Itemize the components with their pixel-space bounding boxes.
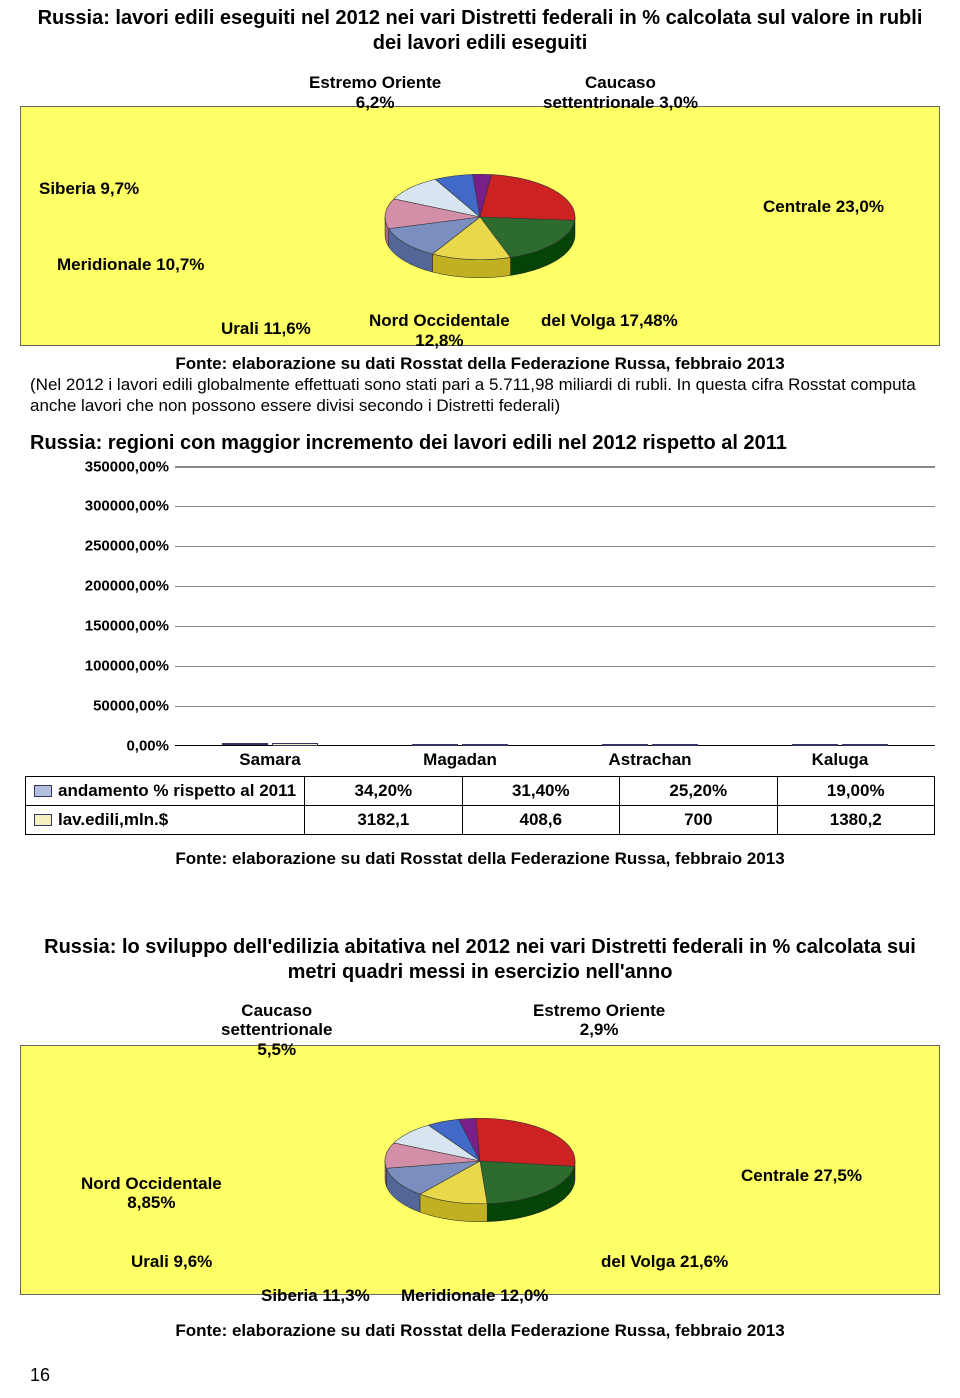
pie-slice-label: del Volga 21,6% xyxy=(601,1252,728,1272)
pie-slice-label: Estremo Oriente 6,2% xyxy=(309,73,441,112)
section2-title: Russia: regioni con maggior incremento d… xyxy=(0,417,960,460)
bar-xlabel: Magadan xyxy=(365,750,555,770)
bar-chart-xlabels: SamaraMagadanAstrachanKaluga xyxy=(175,750,935,770)
bar xyxy=(462,744,508,746)
bar-xlabel: Samara xyxy=(175,750,365,770)
bar xyxy=(272,743,318,746)
bar-ytick-label: 50000,00% xyxy=(93,697,175,714)
bar-chart-plot: 0,00%50000,00%100000,00%150000,00%200000… xyxy=(175,466,935,746)
legend-cell: 19,00% xyxy=(777,776,935,805)
pie-chart-1-box: Siberia 9,7%Estremo Oriente 6,2%Caucaso … xyxy=(20,106,940,346)
pie-slice-label: Nord Occidentale 8,85% xyxy=(81,1174,222,1213)
pie-slice-label: Siberia 11,3% xyxy=(261,1286,370,1306)
pie-slice-label: Meridionale 12,0% xyxy=(401,1286,548,1306)
pie-slice-label: Meridionale 10,7% xyxy=(57,255,204,275)
section3-title: Russia: lo sviluppo dell'edilizia abitat… xyxy=(0,929,960,989)
pie-slice-label: Urali 9,6% xyxy=(131,1252,212,1272)
legend-cell: 408,6 xyxy=(462,805,619,834)
bar xyxy=(222,743,268,745)
legend-cell: 31,40% xyxy=(462,776,619,805)
pie-slice-label: Urali 11,6% xyxy=(221,319,311,339)
bar-ytick-label: 350000,00% xyxy=(85,458,175,475)
legend-cell: 25,20% xyxy=(620,776,777,805)
legend-cell: 1380,2 xyxy=(777,805,935,834)
pie-slice-label: Centrale 23,0% xyxy=(763,197,884,217)
legend-cell: 34,20% xyxy=(305,776,462,805)
bar-ytick-label: 300000,00% xyxy=(85,498,175,515)
bar-chart-legend-table: andamento % rispetto al 201134,20%31,40%… xyxy=(25,776,935,835)
bar-xlabel: Astrachan xyxy=(555,750,745,770)
legend-cell: 3182,1 xyxy=(305,805,462,834)
bar xyxy=(842,744,888,746)
pie-slice-label: del Volga 17,48% xyxy=(541,311,678,331)
bar-ytick-label: 200000,00% xyxy=(85,578,175,595)
pie-chart-2-box: Nord Occidentale 8,85%Caucaso settentrio… xyxy=(20,1045,940,1295)
legend-cell: 700 xyxy=(620,805,777,834)
bar-ytick-label: 0,00% xyxy=(126,737,175,754)
bar xyxy=(602,744,648,746)
bar-ytick-label: 250000,00% xyxy=(85,538,175,555)
bar xyxy=(792,744,838,746)
legend-series-name: andamento % rispetto al 2011 xyxy=(26,776,305,805)
bar xyxy=(412,744,458,746)
pie-chart-1 xyxy=(375,164,585,288)
pie-slice-label: Caucaso settentrionale 5,5% xyxy=(221,1001,332,1060)
section1-source: Fonte: elaborazione su dati Rosstat dell… xyxy=(0,354,960,374)
bar-ytick-label: 150000,00% xyxy=(85,617,175,634)
bar-xlabel: Kaluga xyxy=(745,750,935,770)
bar-ytick-label: 100000,00% xyxy=(85,657,175,674)
legend-series-name: lav.edili,mln.$ xyxy=(26,805,305,834)
pie-slice-label: Caucaso settentrionale 3,0% xyxy=(543,73,698,112)
pie-chart-2 xyxy=(375,1108,585,1232)
pie-slice-label: Siberia 9,7% xyxy=(39,179,139,199)
section2-source: Fonte: elaborazione su dati Rosstat dell… xyxy=(0,849,960,869)
section3-source: Fonte: elaborazione su dati Rosstat dell… xyxy=(0,1321,960,1341)
page-number: 16 xyxy=(0,1341,960,1398)
pie-slice-label: Nord Occidentale 12,8% xyxy=(369,311,510,350)
section1-title: Russia: lavori edili eseguiti nel 2012 n… xyxy=(0,0,960,60)
bar xyxy=(652,744,698,746)
pie-slice-label: Centrale 27,5% xyxy=(741,1166,862,1186)
pie-slice-label: Estremo Oriente 2,9% xyxy=(533,1001,665,1040)
bar-chart-block: 0,00% 50000,00% 100000,00% 150000,00% 200000… xyxy=(25,466,935,835)
section1-note: (Nel 2012 i lavori edili globalmente eff… xyxy=(0,374,960,417)
